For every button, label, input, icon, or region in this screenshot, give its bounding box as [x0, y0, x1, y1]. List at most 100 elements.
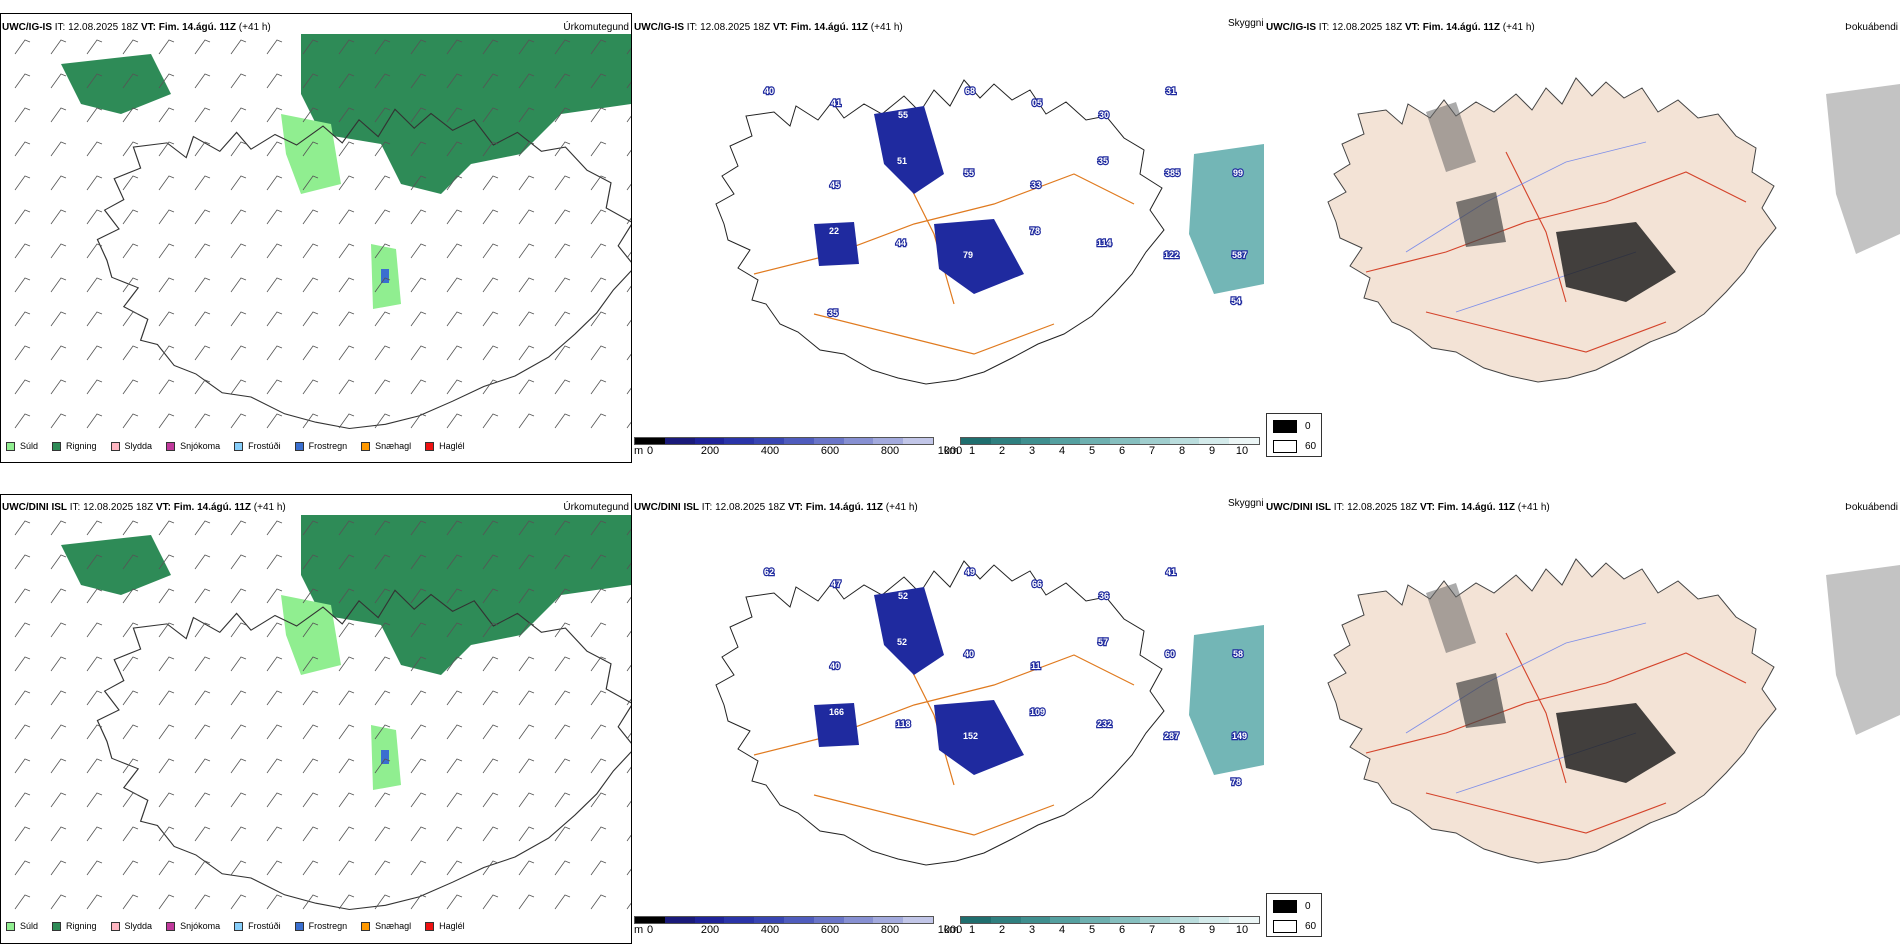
precip-panel-frame: [0, 494, 632, 944]
wind-barb: [482, 311, 499, 327]
wind-barb: [266, 554, 283, 570]
precip-panel-frame: [0, 13, 632, 463]
wind-barb: [626, 528, 631, 536]
wind-barb: [14, 588, 31, 604]
wind-barb: [554, 73, 571, 89]
rain-area: [301, 515, 631, 675]
wind-barb: [338, 141, 355, 157]
legend-label: Haglél: [439, 921, 465, 931]
colorbar-cell: [754, 917, 784, 923]
wind-barb: [338, 520, 355, 536]
wind-barb: [554, 894, 571, 910]
wind-barb: [230, 141, 247, 157]
wind-barb: [626, 630, 631, 638]
wind-barb: [122, 724, 139, 740]
cloud-base-label: 55: [964, 168, 974, 178]
wind-barb: [50, 311, 67, 327]
wind-barb: [518, 554, 535, 570]
fog-legend-swatch: [1273, 440, 1297, 453]
fog-legend-swatch: [1273, 920, 1297, 933]
fog-area-sea: [1826, 565, 1900, 735]
wind-barb: [302, 588, 319, 604]
wind-barb: [446, 107, 463, 123]
colorbar-cell: [1109, 917, 1140, 923]
fog-map[interactable]: [1266, 515, 1900, 915]
cloud-base-label: 35: [1098, 156, 1108, 166]
wind-barb: [158, 379, 175, 395]
wind-barb: [446, 588, 463, 604]
wind-barb: [14, 107, 31, 123]
wind-barb: [122, 656, 139, 672]
wind-barb: [302, 724, 319, 740]
wind-barb: [482, 860, 499, 876]
cloud-base-label: 118: [896, 719, 911, 729]
wind-barb: [14, 39, 31, 55]
header-info: UWC/IG-IS IT: 12.08.2025 18Z VT: Fim. 14…: [634, 22, 903, 34]
legend-swatch: [6, 921, 15, 931]
wind-barb: [518, 209, 535, 225]
legend-item: Frostregn: [294, 921, 347, 931]
wind-barb: [230, 175, 247, 191]
colorbar-cells: [960, 916, 1260, 924]
colorbar-cell: [1169, 917, 1200, 923]
wind-barb: [590, 724, 607, 740]
wind-barb: [122, 175, 139, 191]
wind-barb: [410, 175, 427, 191]
wind-barb: [626, 766, 631, 774]
wind-barb: [482, 107, 499, 123]
wind-barb: [482, 826, 499, 842]
wind-barb: [482, 277, 499, 293]
wind-barb: [14, 724, 31, 740]
cloud-base-label: 587: [1232, 250, 1247, 260]
wind-barb: [122, 554, 139, 570]
precip-map[interactable]: [1, 34, 631, 442]
header-info: UWC/DINI ISL IT: 12.08.2025 18Z VT: Fim.…: [1266, 502, 1550, 514]
legend-swatch: [294, 921, 304, 931]
vt-value: Fim. 14.ágú. 11Z: [1422, 22, 1501, 33]
wind-barb: [302, 894, 319, 910]
wind-barb: [194, 345, 211, 361]
wind-barb: [374, 894, 391, 910]
colorbar-tick-label: 2: [998, 924, 1006, 936]
wind-barb: [374, 826, 391, 842]
legend-label: Slydda: [124, 921, 153, 931]
wind-barb: [86, 209, 103, 225]
wind-barb: [590, 520, 607, 536]
colorbar-cells: [634, 916, 934, 924]
wind-barb: [122, 860, 139, 876]
wind-barb: [230, 277, 247, 293]
cloud-base-label: 232: [1097, 719, 1112, 729]
wind-barb: [374, 107, 391, 123]
cloud-map[interactable]: 62 47 52 49 66 36 41 58 40 52 40 11 57 60 149 166 118 152…: [634, 515, 1264, 915]
cloud-map[interactable]: 40 41 55 68 05 30 31 99 45 51 55 33 35 385 587 22 44 79 78…: [634, 34, 1264, 434]
wind-barb: [86, 894, 103, 910]
wind-barb: [86, 656, 103, 672]
wind-barb: [50, 209, 67, 225]
wind-barb: [122, 209, 139, 225]
wind-barb: [266, 758, 283, 774]
fog-map[interactable]: [1266, 34, 1900, 434]
wind-barb: [446, 39, 463, 55]
wind-barb: [158, 141, 175, 157]
wind-barb: [446, 413, 463, 429]
cloud-base-area: [874, 106, 944, 194]
wind-barb: [338, 758, 355, 774]
colorbar-tick-label: 600: [820, 445, 840, 457]
wind-barb: [518, 792, 535, 808]
wind-barb: [554, 209, 571, 225]
wind-barb: [50, 554, 67, 570]
wind-barb: [374, 554, 391, 570]
fog-area: [1426, 583, 1476, 653]
precip-map[interactable]: [1, 515, 631, 923]
colorbar-cell: [1139, 917, 1170, 923]
wind-barb: [518, 588, 535, 604]
wind-barb: [626, 353, 631, 361]
colorbar-cell: [813, 438, 844, 444]
lead-time: (+41 h): [1502, 22, 1535, 33]
legend-label: Haglél: [439, 441, 465, 451]
wind-barb: [338, 243, 355, 259]
wind-barb: [194, 690, 211, 706]
wind-barb: [554, 520, 571, 536]
wind-barb: [410, 690, 427, 706]
colorbar-cell: [635, 917, 665, 923]
